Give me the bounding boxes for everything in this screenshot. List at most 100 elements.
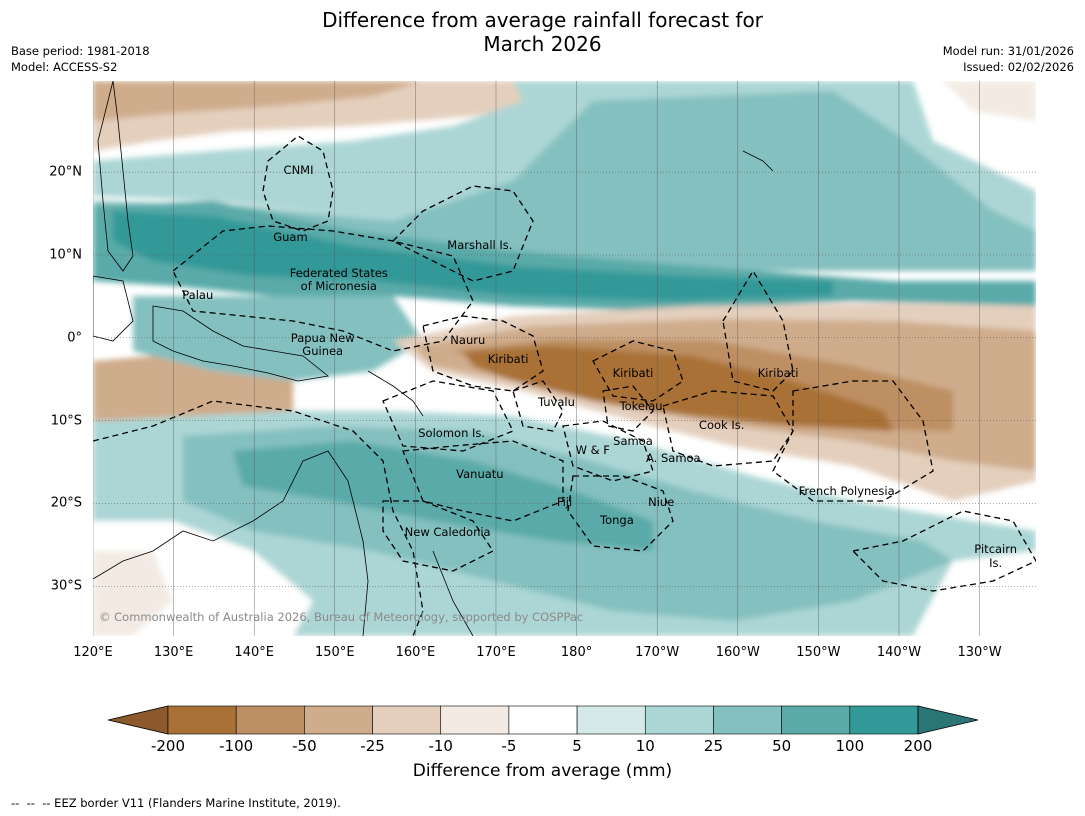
- region-label: Palau: [182, 287, 214, 302]
- colorbar-segment: [644, 705, 714, 735]
- latitude-tick-label: 30°S: [50, 578, 82, 594]
- colorbar-under-arrow: [108, 705, 169, 735]
- eez-tokelau: [602, 385, 654, 432]
- colorbar-tick-label: 5: [572, 737, 582, 755]
- region-label: Tuvalu: [537, 395, 575, 410]
- longitude-tick-label: 170°W: [635, 645, 680, 660]
- colorbar-tick-label: -100: [219, 737, 254, 755]
- rainfall-map: [93, 81, 1036, 636]
- latitude-tick-label: 10°N: [49, 247, 82, 263]
- eez-kiribati-phoenix: [592, 340, 684, 402]
- colorbar-segment: [781, 705, 851, 735]
- longitude-tick-label: 140°W: [876, 645, 922, 660]
- colorbar-segment: [713, 705, 782, 735]
- region-label: Kiribati: [757, 365, 799, 380]
- region-label: W & F: [575, 442, 610, 457]
- region-label: Kiribati: [612, 365, 654, 380]
- eez-solomon: [382, 380, 514, 452]
- region-label: Federated States: [289, 266, 388, 281]
- region-label: Niue: [648, 494, 675, 509]
- anomaly-brown-core: [463, 346, 893, 431]
- colorbar: [108, 705, 978, 735]
- anomaly-fields: [93, 81, 1036, 636]
- anomaly-teal-band-core: [113, 211, 833, 301]
- title-line-2: March 2026: [483, 32, 602, 56]
- anomaly-teal-warm-pool: [133, 296, 423, 381]
- colorbar-tick-label: 100: [835, 737, 865, 755]
- colorbar-tick-label: -200: [150, 737, 186, 755]
- region-label: New Caledonia: [404, 525, 491, 540]
- longitude-tick-label: 160°E: [395, 645, 436, 660]
- colorbar-tick-label: 50: [772, 737, 792, 755]
- landmasses: [93, 81, 774, 636]
- region-label: CNMI: [283, 163, 314, 178]
- eez-fsm: [172, 225, 474, 352]
- meta-left: Base period: 1981-2018 Model: ACCESS-S2: [11, 43, 150, 75]
- model-run: Model run: 31/01/2026: [942, 44, 1074, 58]
- latitude-tick-label: 0°: [67, 330, 82, 346]
- colorbar-label: Difference from average (mm): [412, 761, 673, 781]
- map-canvas: [93, 81, 1036, 636]
- longitude-tick-label: 160°W: [715, 645, 760, 660]
- meta-right: Model run: 31/01/2026 Issued: 02/02/2026: [943, 43, 1074, 75]
- region-label: Pitcairn: [974, 542, 1018, 557]
- anomaly-brown-north-east: [943, 81, 1036, 121]
- region-label: Vanuatu: [456, 467, 504, 482]
- region-label: Samoa: [613, 434, 653, 449]
- latitude-tick-label: 20°N: [49, 164, 82, 180]
- longitude-tick-label: 150°W: [796, 645, 841, 660]
- anomaly-brown-south: [93, 551, 173, 636]
- new-zealand-outline: [432, 550, 474, 636]
- eez-samoa-wf: [562, 420, 654, 482]
- longitude-tick-label: 140°E: [234, 645, 274, 660]
- map-title: Difference from average rainfall forecas…: [0, 8, 1085, 56]
- longitude-tick-label: 130°E: [153, 645, 194, 660]
- colorbar-segment: [235, 705, 305, 735]
- colorbar-tick-label: -5: [501, 737, 517, 755]
- eez-borders: [93, 135, 1036, 636]
- colorbar-tick-label: 200: [903, 737, 933, 755]
- philippines-outline: [97, 81, 134, 272]
- colorbar-tick-label: 10: [635, 737, 655, 755]
- anomaly-white-south-east: [913, 551, 1036, 636]
- colorbar-segment: [167, 705, 237, 735]
- region-label: Guam: [273, 229, 308, 244]
- australia-outline: [93, 450, 369, 636]
- title-line-1: Difference from average rainfall forecas…: [322, 8, 763, 32]
- new-guinea-outline: [152, 305, 329, 382]
- region-label: of Micronesia: [300, 279, 377, 294]
- region-label: Fiji: [556, 494, 573, 509]
- longitude-tick-label: 180°: [560, 645, 593, 660]
- graticule: [93, 81, 1036, 636]
- region-label: Nauru: [450, 333, 486, 348]
- colorbar-tick-label: -10: [428, 737, 453, 755]
- anomaly-brown-north-core: [93, 81, 423, 121]
- colorbar-segment: [849, 705, 919, 735]
- longitude-tick-label: 150°E: [315, 645, 355, 660]
- colorbar-segment: [440, 705, 510, 735]
- eez-new-caledonia: [382, 500, 494, 572]
- eez-marshall: [391, 185, 534, 282]
- colorbar-segment: [508, 705, 578, 735]
- region-label: Tonga: [600, 513, 634, 528]
- region-label: French Polynesia: [798, 484, 895, 499]
- longitude-tick-label: 130°W: [957, 645, 1002, 660]
- issued-date: Issued: 02/02/2026: [963, 60, 1074, 74]
- colorbar-segment: [304, 705, 373, 735]
- eez-australia: [93, 400, 424, 636]
- region-label: Guinea: [302, 344, 344, 359]
- eez-cook: [662, 390, 794, 467]
- colorbar-segment: [372, 705, 442, 735]
- eez-vanuatu-fiji: [402, 440, 564, 522]
- eez-pitcairn: [851, 510, 1036, 592]
- colorbar-segment: [576, 705, 646, 735]
- latitude-tick-label: 10°S: [50, 413, 82, 429]
- anomaly-teal-spcz-strong: [233, 441, 653, 551]
- region-label: Solomon Is.: [418, 426, 486, 441]
- colorbar-tick-label: -25: [360, 737, 385, 755]
- eez-tonga-niue: [567, 475, 674, 552]
- region-label: Kiribati: [487, 351, 529, 366]
- eez-nauru-kiribati: [422, 315, 544, 392]
- base-period: Base period: 1981-2018: [11, 44, 150, 58]
- region-label: Cook Is.: [698, 417, 745, 432]
